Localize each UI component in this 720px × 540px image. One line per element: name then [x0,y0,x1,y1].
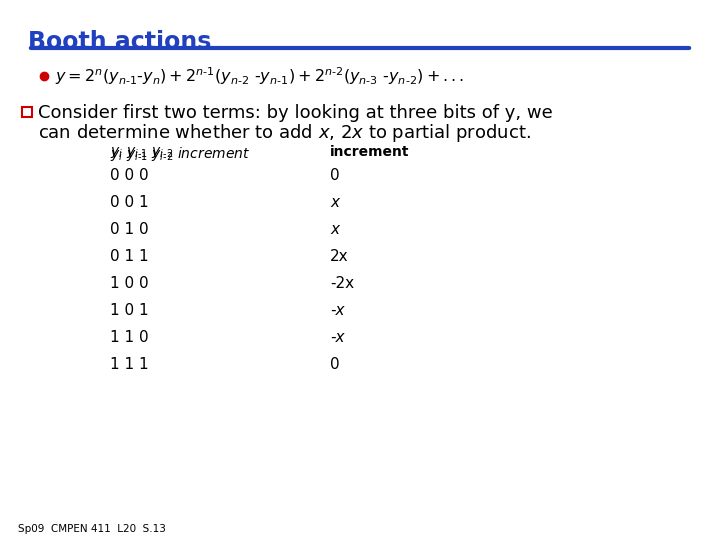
Text: 0 1 1: 0 1 1 [110,249,148,264]
Text: 1 1 1: 1 1 1 [110,357,148,372]
Text: can determine whether to add ​$x$, ​$2x$ to partial product.: can determine whether to add ​$x$, ​$2x$… [38,122,531,144]
Text: 0 1 0: 0 1 0 [110,222,148,237]
Text: -2x: -2x [330,276,354,291]
Text: Consider first two terms: by looking at three bits of y, we: Consider first two terms: by looking at … [38,104,553,122]
Text: Sp09  CMPEN 411  L20  S.13: Sp09 CMPEN 411 L20 S.13 [18,524,166,534]
Text: 0 0 1: 0 0 1 [110,195,148,210]
Text: 1 0 1: 1 0 1 [110,303,148,318]
Text: 0: 0 [330,357,340,372]
Text: Booth actions: Booth actions [28,30,212,54]
Text: $y = 2^n(y_{n\text{-}1}\text{-}y_n) + 2^{n\text{-}1}(y_{n\text{-}2}\ \text{-}y_{: $y = 2^n(y_{n\text{-}1}\text{-}y_n) + 2^… [55,65,464,87]
Text: 1 1 0: 1 1 0 [110,330,148,345]
Text: 0 0 0: 0 0 0 [110,168,148,183]
Text: -x: -x [330,330,344,345]
Text: 0: 0 [330,168,340,183]
Text: $y_i\ y_{i\text{-}1}\ y_{i\text{-}2}$ increment: $y_i\ y_{i\text{-}1}\ y_{i\text{-}2}$ in… [110,145,251,163]
Text: x: x [330,222,339,237]
Text: -x: -x [330,303,344,318]
Bar [22,107,32,117]
Text: x: x [330,195,339,210]
Text: 2x: 2x [330,249,348,264]
Text: increment: increment [330,145,410,159]
Text: $y_i\ y_{i\text{-}1}\ y_{i\text{-}2}$: $y_i\ y_{i\text{-}1}\ y_{i\text{-}2}$ [110,145,174,160]
Text: 1 0 0: 1 0 0 [110,276,148,291]
